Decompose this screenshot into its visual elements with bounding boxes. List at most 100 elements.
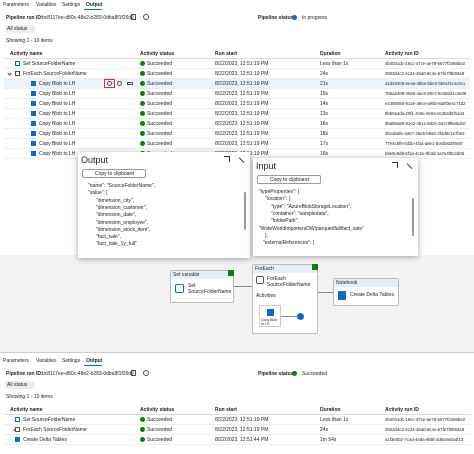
tab[interactable]: Variables — [36, 2, 57, 8]
activity-name: Copy Blob to LH — [39, 121, 76, 127]
node-label: ForEach SourceFolderName — [267, 276, 311, 288]
duration: 15s — [320, 91, 329, 97]
activity-run-id: b8e9c9d9-6f1a-4c2e-9b3d-1a7e4f8c2d05 — [385, 151, 465, 156]
row-rule — [4, 88, 470, 89]
inner-check — [297, 313, 304, 320]
activity-run-id: 3b1ab6fe-4a07-45e5-b9a0-2f4d8c1e7b63 — [385, 131, 465, 136]
json-popup: Input Copy to clipboard "typeProperties": … — [253, 158, 418, 256]
run-id-label: Pipeline run ID: — [6, 15, 43, 21]
details-icon — [127, 82, 133, 85]
status-check — [140, 81, 145, 86]
activity-icon — [15, 417, 20, 422]
canvas-area — [0, 255, 474, 352]
activity-run-id: d1d33309-5e4a-4bbe-bbe0-bb61f4c4c0c1 — [385, 81, 466, 86]
activity-status: Succeeded — [147, 437, 173, 443]
copy-icon — [267, 309, 274, 316]
activity-name: Copy Blob to LH — [39, 81, 76, 87]
activity-status: Succeeded — [147, 417, 173, 423]
expand-button — [224, 156, 230, 162]
duration: Less than 1s — [320, 61, 349, 67]
activity-status: Succeeded — [147, 71, 173, 77]
status-check — [140, 427, 145, 432]
status-check — [140, 417, 145, 422]
duration: 16s — [320, 121, 329, 127]
activity-status: Succeeded — [147, 141, 173, 147]
status-check — [140, 61, 145, 66]
activity-status: Succeeded — [147, 121, 173, 127]
status-check — [140, 121, 145, 126]
column-header: Activity name — [10, 51, 43, 57]
copy-icon — [131, 14, 136, 20]
activity-icon — [15, 61, 20, 66]
run-start: 8/22/2023, 12:51:19 PM — [215, 111, 269, 117]
status-check — [140, 141, 145, 146]
row-rule — [4, 78, 470, 79]
popup-title: Output — [81, 155, 109, 165]
status-filter[interactable]: All status — [7, 382, 28, 388]
filter-button — [5, 25, 35, 33]
popup-title: Input — [256, 161, 277, 171]
activity-run-id: 7b5a2408-4655-4ac6-89c7-6c0a5d1c2e08 — [385, 91, 467, 96]
activity-icon — [31, 131, 36, 136]
pipeline-status: Succeeded — [302, 371, 328, 377]
status-filter[interactable]: All status — [7, 26, 28, 32]
connector — [318, 292, 333, 293]
node-icon — [338, 291, 346, 300]
activity-node[interactable]: Notebook Create Delta Tables — [333, 278, 399, 306]
item-count: Showing 1 - 10 items — [6, 38, 53, 44]
row-rule — [4, 98, 470, 99]
connector — [234, 286, 252, 287]
json-line: "name": "SourceFolderName", — [88, 183, 156, 189]
node-header-label: Notebook — [336, 280, 358, 286]
inner-activity: Copy Blob to LH — [259, 305, 281, 327]
activity-status: Succeeded — [147, 61, 173, 67]
tab[interactable]: Parameters — [3, 358, 29, 364]
activity-run-id: e2486050-812e-48ce-a95b-8a0f3e4c71d2 — [385, 101, 466, 106]
activity-icon — [31, 151, 36, 156]
tab[interactable]: Settings — [62, 358, 81, 364]
activity-status: Succeeded — [147, 131, 173, 137]
run-id: bc8117ee-d80c-48e2-b283-0dba8f1f26d2 — [42, 15, 134, 21]
duration: 24s — [320, 427, 329, 433]
copy-button[interactable]: Copy to clipboard — [82, 169, 146, 178]
activity-status: Succeeded — [147, 111, 173, 117]
row-rule — [4, 424, 470, 425]
status-icon — [292, 15, 297, 20]
run-start: 8/22/2023, 12:51:19 PM — [215, 417, 269, 423]
close-button — [234, 157, 245, 168]
scrollbar — [244, 192, 246, 230]
column-header: Duration — [320, 407, 341, 413]
activity-icon — [31, 111, 36, 116]
status-label: Pipeline status — [258, 15, 294, 21]
tab[interactable]: Variables — [36, 358, 57, 364]
activity-name: Set SourceFolderName — [23, 417, 76, 423]
activity-name: Copy Blob to LH — [39, 101, 76, 107]
activity-status: Succeeded — [147, 427, 173, 433]
json-line: }, — [265, 232, 269, 239]
activity-run-id: 4b4031dc-19cc-47ce-ae79-5677f3466be2 — [385, 61, 466, 66]
status-check — [140, 71, 145, 76]
tab[interactable]: Settings — [62, 2, 81, 8]
pipeline-status: In progress — [302, 15, 328, 21]
activity-node[interactable]: ForEach ForEach SourceFolderName Activitie… — [252, 264, 318, 334]
activity-node[interactable]: Set variable Set SourceFolderName — [170, 270, 234, 303]
tab[interactable]: Parameters — [3, 2, 29, 8]
row-rule — [4, 128, 470, 129]
header-rule — [4, 414, 470, 415]
row-rule — [4, 138, 470, 139]
run-start: 8/22/2023, 12:51:19 PM — [215, 101, 269, 107]
activity-name: Copy Blob to LH — [39, 141, 76, 147]
tab[interactable]: Output — [86, 2, 103, 8]
activities-label: Activities — [256, 293, 276, 299]
tab[interactable]: Output — [86, 358, 103, 364]
duration: 14s — [320, 101, 329, 107]
run-start: 8/22/2023, 12:51:19 PM — [215, 121, 269, 127]
json-line: "externalReferences": { — [263, 240, 315, 247]
refresh-icon — [143, 370, 149, 376]
item-count: Showing 1 - 10 items — [6, 394, 53, 400]
activity-icon — [31, 81, 36, 86]
copy-button[interactable]: Copy to clipboard — [257, 175, 321, 184]
divider — [0, 352, 474, 353]
duration: 21s — [320, 81, 329, 87]
activity-run-id: 3923d4c2-4c24-4ba0-9c4e-67fe7f9b93a9 — [385, 427, 465, 432]
